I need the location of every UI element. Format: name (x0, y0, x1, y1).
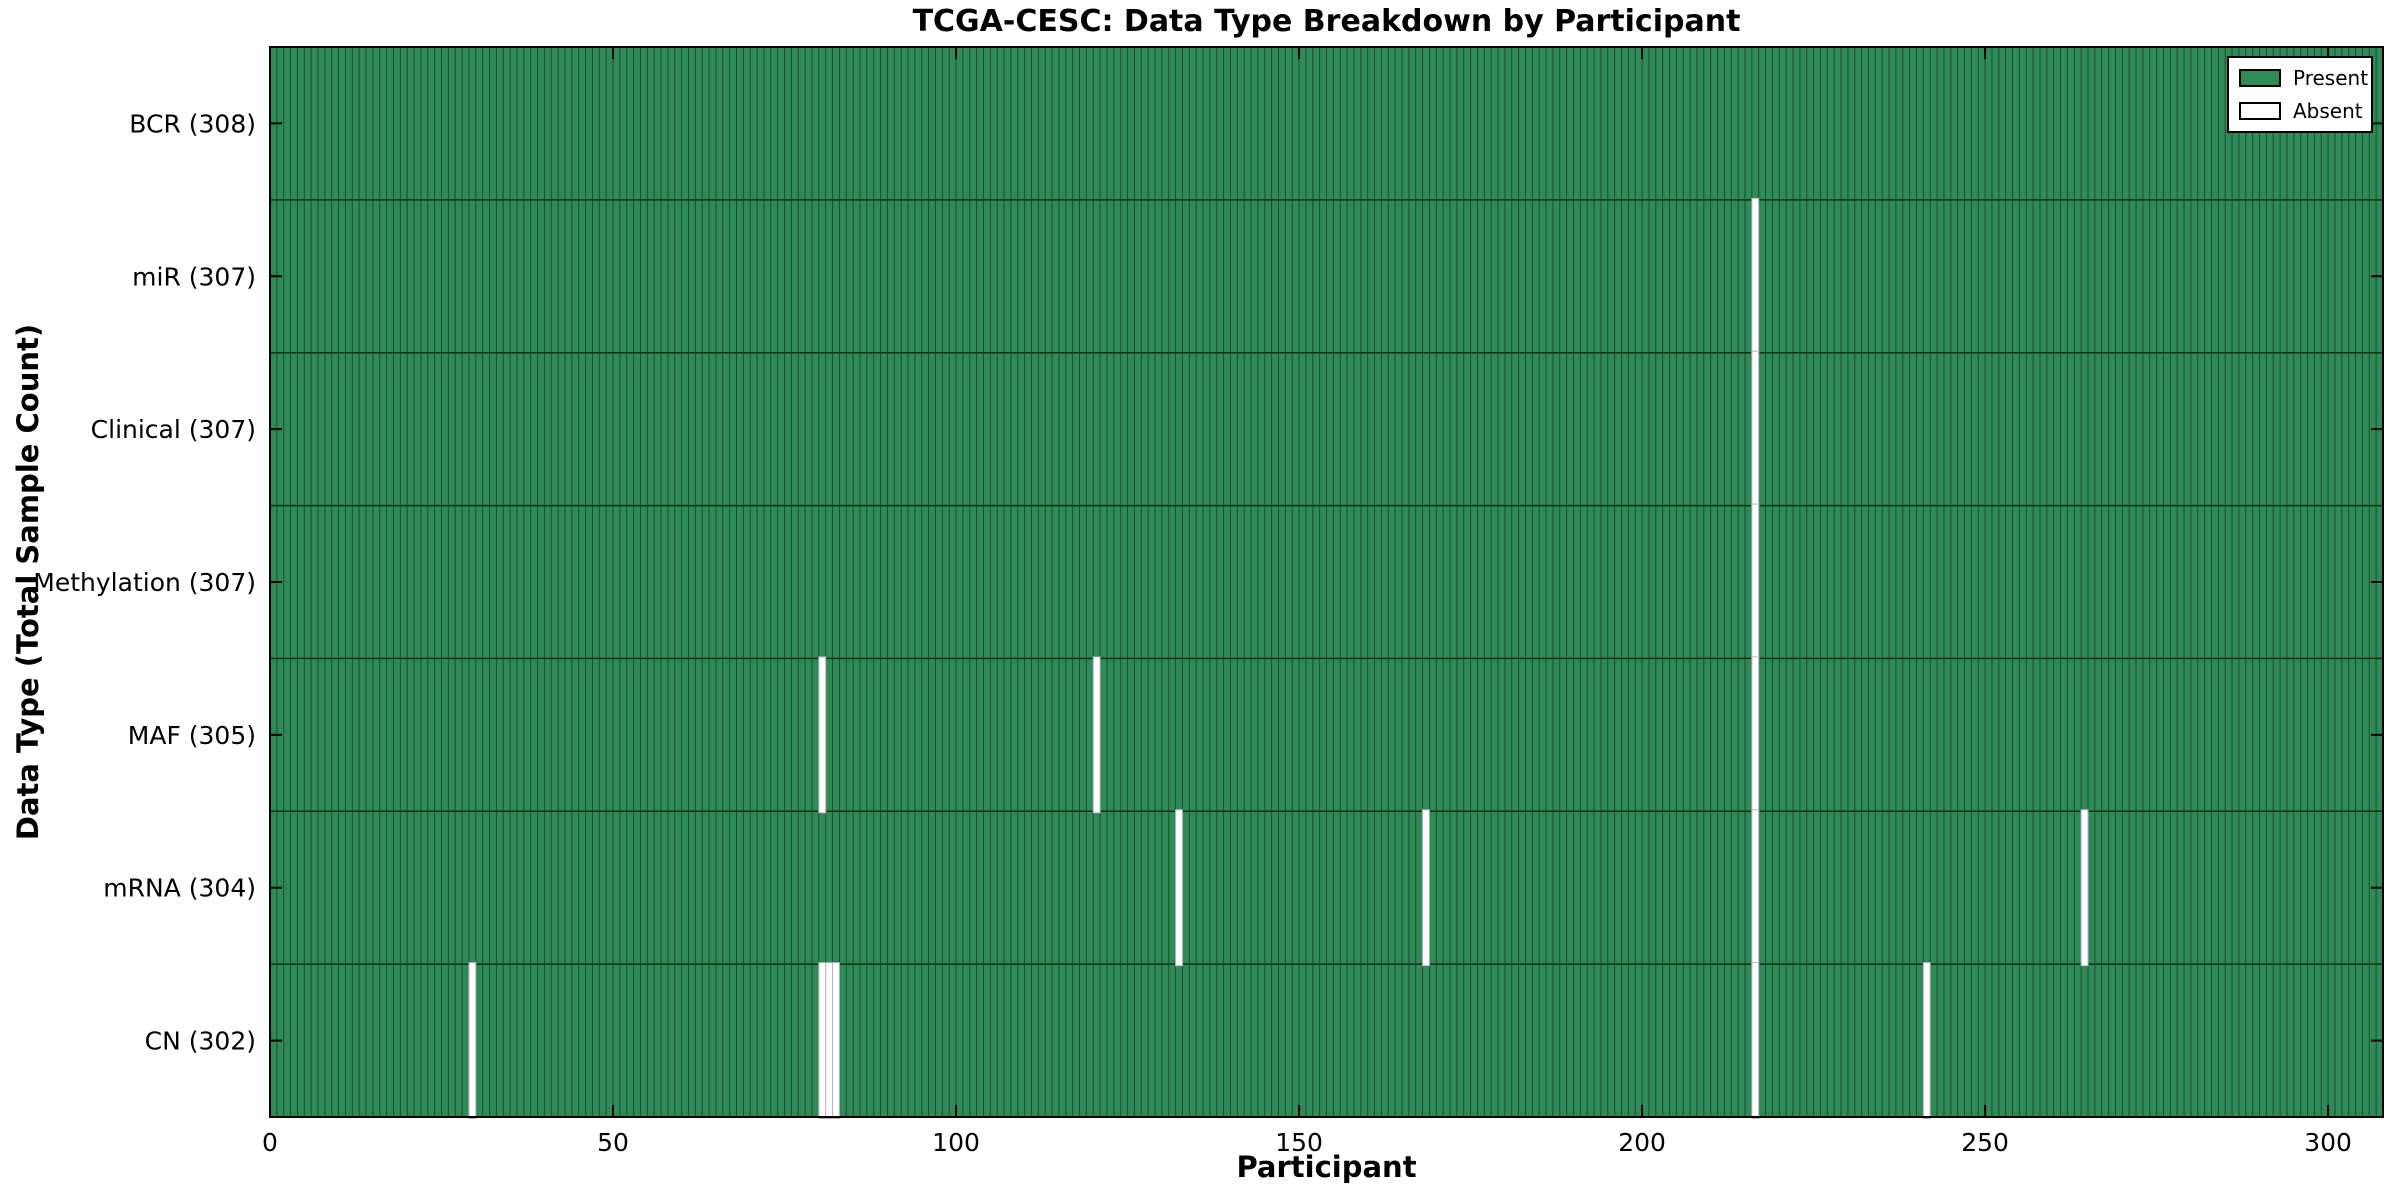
absent-mark (832, 962, 840, 1120)
absent-mark (1422, 809, 1430, 967)
row-dividers (270, 199, 2383, 965)
absent-mark (825, 962, 834, 1120)
y-tick-label: CN (302) (145, 1027, 256, 1056)
legend: Present Absent (2227, 56, 2373, 133)
absent-mark (818, 656, 827, 814)
absent-mark (1092, 656, 1101, 814)
legend-entry-absent: Absent (2239, 99, 2363, 123)
present-swatch (2239, 69, 2281, 87)
y-tick-label: mRNA (304) (103, 874, 256, 903)
x-tick-label: 250 (1961, 1128, 2009, 1157)
x-tick-label: 150 (1275, 1128, 1323, 1157)
legend-label-present: Present (2293, 66, 2369, 90)
legend-entry-present: Present (2239, 66, 2368, 90)
absent-mark (1751, 197, 1760, 355)
absent-mark (2080, 809, 2089, 967)
absent-mark (1751, 962, 1760, 1120)
y-tick-label: Clinical (307) (91, 415, 256, 444)
absent-mark (1175, 809, 1183, 967)
chart-title: TCGA-CESC: Data Type Breakdown by Partic… (912, 4, 1741, 39)
y-tick-label: Methylation (307) (33, 568, 256, 597)
absent-mark (1751, 350, 1760, 508)
x-tick-label: 0 (262, 1128, 278, 1157)
x-tick-label: 50 (597, 1128, 629, 1157)
absent-mark (1751, 809, 1760, 967)
x-tick-label: 300 (2304, 1128, 2352, 1157)
y-tick-label: MAF (305) (128, 721, 256, 750)
x-tick-label: 200 (1618, 1128, 1666, 1157)
y-tick-label: miR (307) (132, 262, 256, 291)
x-tick-label: 100 (932, 1128, 980, 1157)
tick-marks (269, 47, 2383, 1117)
legend-label-absent: Absent (2293, 99, 2363, 123)
absent-mark (818, 962, 827, 1120)
absent-mark (1922, 962, 1931, 1120)
y-tick-label: BCR (308) (129, 109, 256, 138)
x-axis-title: Participant (1236, 1150, 1417, 1184)
absent-mark (468, 962, 477, 1120)
absent-mark (1751, 503, 1760, 661)
absent-swatch (2239, 102, 2281, 120)
absent-mark (1751, 656, 1760, 814)
